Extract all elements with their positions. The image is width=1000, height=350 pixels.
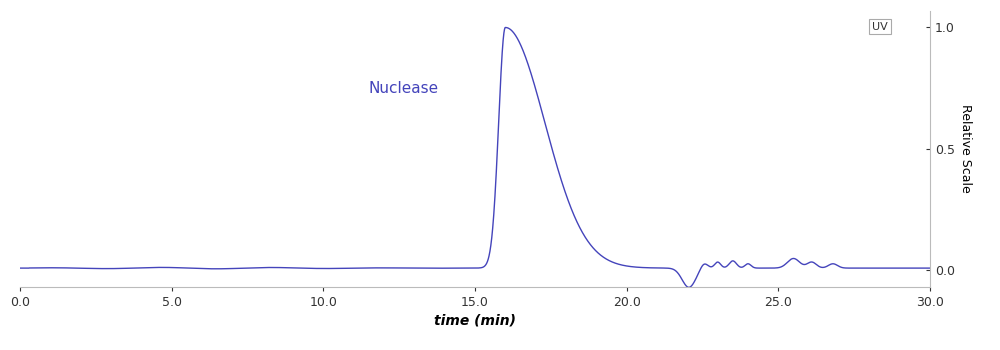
Text: Nuclease: Nuclease [369, 80, 439, 96]
X-axis label: time (min): time (min) [434, 313, 516, 327]
Y-axis label: Relative Scale: Relative Scale [959, 104, 972, 193]
Text: UV: UV [872, 22, 888, 32]
